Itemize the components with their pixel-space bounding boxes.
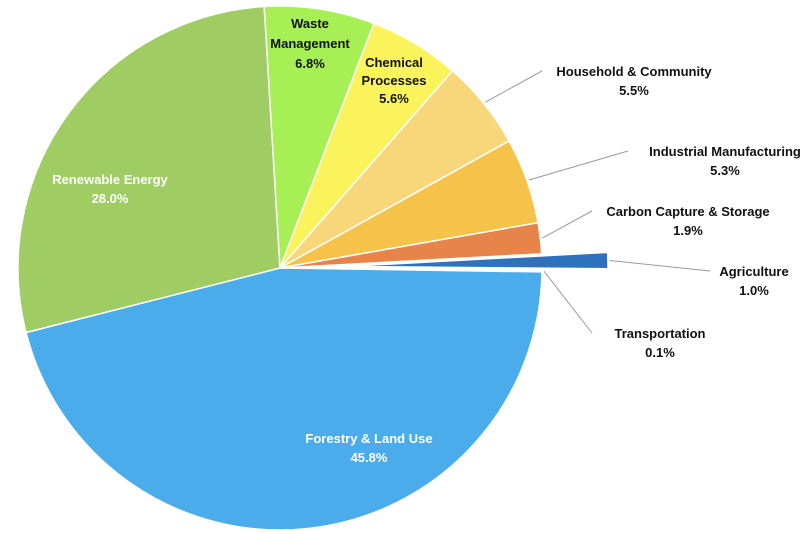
slice-label-carbon-capture-and-storage: Carbon Capture & Storage 1.9% bbox=[606, 204, 769, 238]
slice-label-waste-management: Waste Management 6.8% bbox=[270, 16, 350, 71]
slice-value: 5.5% bbox=[619, 83, 649, 98]
slice-value: 28.0% bbox=[92, 191, 129, 206]
slice-label-renewable-energy: Renewable Energy 28.0% bbox=[52, 172, 168, 206]
leader-line-carbon-capture-and-storage bbox=[542, 210, 593, 239]
leader-line-industrial-manufacturing bbox=[528, 150, 629, 181]
slice-value: 1.0% bbox=[739, 283, 769, 298]
slice-name: Industrial Manufacturing bbox=[649, 144, 801, 159]
slice-name: Renewable Energy bbox=[52, 172, 168, 187]
pie-slices bbox=[17, 5, 609, 531]
pie-slice-forestry-and-land-use bbox=[25, 267, 543, 531]
slice-value: 6.8% bbox=[295, 56, 325, 71]
slice-label-forestry-and-land-use: Forestry & Land Use 45.8% bbox=[305, 431, 432, 465]
slice-value: 5.3% bbox=[710, 163, 740, 178]
slice-name: Chemical bbox=[365, 55, 423, 70]
slice-label-agriculture: Agriculture 1.0% bbox=[719, 264, 788, 298]
slice-name: Household & Community bbox=[556, 64, 712, 79]
leader-line-household-and-community bbox=[485, 70, 543, 103]
slice-value: 5.6% bbox=[379, 91, 409, 106]
slice-label-chemical-processes: Chemical Processes 5.6% bbox=[361, 55, 426, 106]
slice-name: Waste bbox=[291, 16, 329, 31]
slice-name: Carbon Capture & Storage bbox=[606, 204, 769, 219]
slice-label-industrial-manufacturing: Industrial Manufacturing 5.3% bbox=[649, 144, 801, 178]
leader-line-transportation bbox=[543, 270, 593, 334]
leader-line-agriculture bbox=[609, 260, 711, 272]
pie-slice-agriculture bbox=[345, 251, 609, 270]
pie-slice-carbon-capture-and-storage bbox=[279, 221, 543, 269]
slice-name: Forestry & Land Use bbox=[305, 431, 432, 446]
slice-name: Processes bbox=[361, 73, 426, 88]
slice-labels: Forestry & Land Use 45.8% Renewable Energy… bbox=[52, 16, 801, 465]
slice-value: 45.8% bbox=[351, 450, 388, 465]
slice-value: 0.1% bbox=[645, 345, 675, 360]
pie-slice-waste-management bbox=[263, 5, 375, 269]
slice-name: Transportation bbox=[614, 326, 705, 341]
slice-name: Management bbox=[270, 36, 350, 51]
slice-label-household-and-community: Household & Community 5.5% bbox=[556, 64, 712, 98]
slice-value: 1.9% bbox=[673, 223, 703, 238]
slice-label-transportation: Transportation 0.1% bbox=[614, 326, 705, 360]
pie-slice-renewable-energy bbox=[17, 5, 281, 334]
leader-lines bbox=[485, 70, 711, 334]
slice-name: Agriculture bbox=[719, 264, 788, 279]
